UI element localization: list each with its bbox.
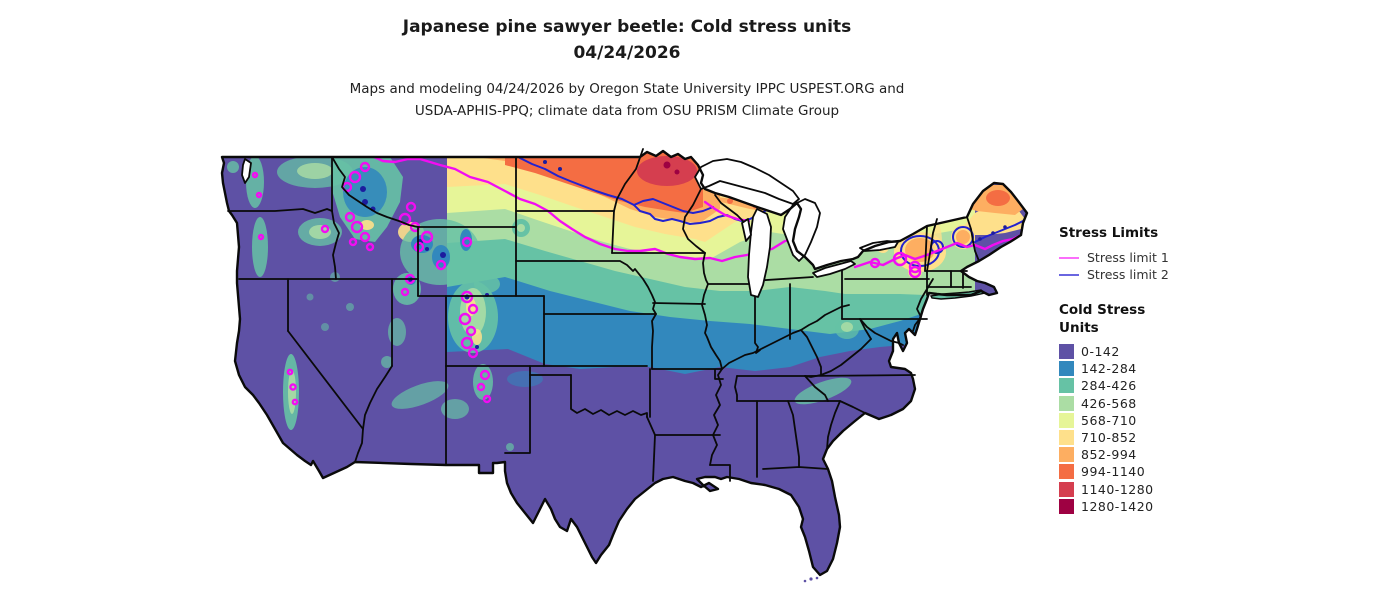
- lake-superior: [694, 158, 800, 205]
- terrain-wv-core: [841, 322, 853, 332]
- class-swatch-3: [1059, 395, 1074, 411]
- class-swatch-6: [1059, 447, 1074, 463]
- puget-sound: [241, 158, 252, 184]
- terrain-nevada-range: [346, 303, 354, 311]
- florida-keys-dot: [803, 579, 807, 583]
- lake-erie: [812, 260, 856, 278]
- zone-orangered-speck: [727, 198, 733, 204]
- lake-huron: [782, 198, 821, 262]
- patch-maine-orangered: [986, 190, 1010, 206]
- map-date: 04/24/2026: [573, 43, 681, 63]
- class-swatch-2: [1059, 378, 1074, 394]
- terrain-sangre-de-cristo: [473, 364, 493, 400]
- legend-item-stress-limit-1: Stress limit 1: [1059, 249, 1259, 266]
- map-title: Japanese pine sawyer beetle: Cold stress…: [402, 17, 852, 37]
- raster-layers: [222, 151, 1027, 575]
- map-credit-line2: USDA-APHIS-PPQ; climate data from OSU PR…: [414, 103, 840, 119]
- stress-limits-heading: Stress Limits: [1059, 225, 1159, 241]
- stress-limit-1-line-swatch: [1059, 256, 1079, 259]
- class-swatch-5: [1059, 430, 1074, 446]
- legend-class-row: 994-1140: [1059, 463, 1259, 480]
- stress-limit-1-contours: [251, 154, 1027, 406]
- terrain-sierra-core: [288, 370, 296, 414]
- terrain-nevada-range: [321, 323, 329, 331]
- terrain-colorado-high: [472, 329, 482, 345]
- state-borders: [227, 148, 980, 482]
- terrain-idaho-valley: [360, 220, 374, 230]
- legend-item-stress-limit-2: Stress limit 2: [1059, 266, 1259, 283]
- map-svg: [220, 148, 1029, 583]
- terrain-blue-mountains-core: [309, 225, 331, 239]
- stress-limit-2-label: Stress limit 2: [1087, 267, 1169, 282]
- terrain-mogollon-rim: [391, 381, 449, 409]
- legend-class-row: 0-142: [1059, 343, 1259, 360]
- stress-limit-1-label: Stress limit 1: [1087, 250, 1169, 265]
- legend-class-row: 852-994: [1059, 446, 1259, 463]
- terrain-davis-mountains: [506, 443, 514, 451]
- terrain-smokies: [794, 377, 852, 405]
- legend-class-row: 1140-1280: [1059, 481, 1259, 498]
- class-swatch-0: [1059, 344, 1074, 360]
- terrain-kaibab: [381, 356, 393, 368]
- class-swatch-4: [1059, 412, 1074, 428]
- terrain-black-hills-core: [517, 224, 525, 232]
- patch-white-mountains-orange: [956, 230, 970, 244]
- legend-class-row: 1280-1420: [1059, 498, 1259, 515]
- terrain-cascades-or: [252, 217, 268, 277]
- legend-class-row: 710-852: [1059, 429, 1259, 446]
- zone-darkred-speck: [663, 161, 671, 169]
- map-credit-line1: Maps and modeling 04/24/2026 by Oregon S…: [349, 81, 905, 97]
- legend-class-row: 568-710: [1059, 412, 1259, 429]
- florida-keys-dot: [815, 576, 819, 580]
- us-cold-stress-map: [215, 147, 1045, 593]
- class-swatch-1: [1059, 361, 1074, 377]
- class-swatch-7: [1059, 464, 1074, 480]
- terrain-gila: [441, 399, 469, 419]
- class-swatch-9: [1059, 498, 1074, 514]
- cold-stress-class-list: 0-142 142-284 284-426 426-568 568-710 71…: [1059, 343, 1259, 515]
- florida-keys-dot: [809, 577, 813, 581]
- stress-limit-2-line-swatch: [1059, 273, 1079, 276]
- terrain-panhandle-patch: [507, 371, 543, 387]
- title-block: Japanese pine sawyer beetle: Cold stress…: [0, 14, 1254, 122]
- legend-class-row: 426-568: [1059, 395, 1259, 412]
- terrain-ne-washington-core: [297, 163, 333, 179]
- legend-class-row: 284-426: [1059, 377, 1259, 394]
- legend: Stress Limits Stress limit 1 Stress limi…: [1059, 225, 1259, 515]
- legend-class-row: 142-284: [1059, 360, 1259, 377]
- terrain-nevada-range: [306, 293, 314, 301]
- zone-red-minnesota: [637, 156, 697, 186]
- green-bay: [741, 218, 752, 242]
- class-swatch-8: [1059, 481, 1074, 497]
- subtitle-block: Maps and modeling 04/24/2026 by Oregon S…: [0, 78, 1254, 122]
- closed-peak-dots: [360, 160, 1007, 349]
- terrain-utah-plateau: [388, 318, 406, 346]
- zone-darkred-speck: [674, 169, 680, 175]
- terrain-idaho-blue-core: [343, 167, 387, 217]
- us-outline: [220, 149, 1029, 577]
- cold-stress-units-heading: Cold Stress Units: [1059, 302, 1146, 336]
- terrain-olympics: [227, 161, 239, 173]
